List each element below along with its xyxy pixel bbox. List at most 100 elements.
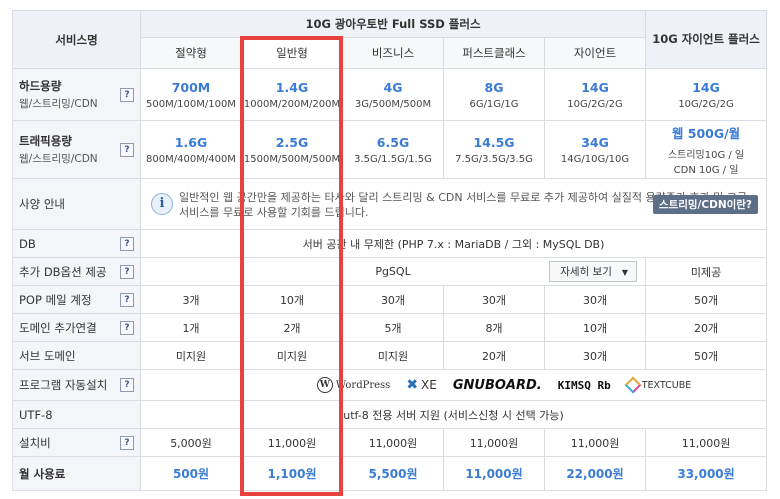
plan-header-firstclass: 퍼스트클래스 xyxy=(443,37,545,69)
details-dropdown-label: 자세히 보기 xyxy=(560,266,612,278)
domain-add-value: 8개 xyxy=(443,313,545,342)
cell-traffic-standard: 2.5G 1500M/500M/500M xyxy=(241,120,343,179)
pop-value: 50개 xyxy=(645,285,768,314)
subdomain-value: 50개 xyxy=(645,341,768,370)
row-label-text: UTF-8 xyxy=(19,407,53,422)
row-label-db: DB? xyxy=(12,229,141,258)
disk-breakdown: 1000M/200M/200M xyxy=(243,98,341,110)
plan-comparison-table: 서비스명 10G 광아우토반 Full SSD 플러스 10G 자이언트 플러스… xyxy=(12,10,768,491)
auto-install-empty xyxy=(140,369,242,401)
giant-plus-header: 10G 자이언트 플러스 xyxy=(645,10,768,69)
help-icon[interactable]: ? xyxy=(120,435,134,450)
plan-header-saver: 절약형 xyxy=(140,37,242,69)
row-pop: POP 메일 계정? 3개 10개 30개 30개 30개 50개 xyxy=(12,285,768,314)
subdomain-value: 20개 xyxy=(443,341,545,370)
disk-value: 14G xyxy=(581,79,609,95)
disk-breakdown: 3G/500M/500M xyxy=(354,98,432,110)
streaming-cdn-info-button[interactable]: 스트리밍/CDN이란? xyxy=(652,195,759,214)
row-label-text: 추가 DB옵션 제공 xyxy=(19,264,107,279)
spec-notice-cell: i 일반적인 웹 공간만을 제공하는 타사와 달리 스트리밍 & CDN 서비스… xyxy=(139,178,768,230)
row-utf8: UTF-8 utf-8 전용 서버 지원 (서비스신청 시 선택 가능) xyxy=(12,400,768,429)
cell-disk-giant-plus: 14G 10G/2G/2G xyxy=(645,68,768,121)
help-icon[interactable]: ? xyxy=(120,264,134,279)
domain-add-value: 20개 xyxy=(645,313,768,342)
db-option-cell: PgSQL 자세히 보기 ▼ xyxy=(139,257,647,286)
cell-disk-saver: 700M 500M/100M/100M xyxy=(140,68,242,121)
setup-value: 11,000원 xyxy=(241,428,343,457)
spec-notice-text: 일반적인 웹 공간만을 제공하는 타사와 달리 스트리밍 & CDN 서비스를 … xyxy=(179,191,748,219)
help-icon[interactable]: ? xyxy=(120,236,134,251)
db-value: 서버 공간 내 무제한 (PHP 7.x : MariaDB / 그외 : My… xyxy=(139,229,768,258)
traffic-breakdown: 14G/10G/10G xyxy=(560,153,630,165)
traffic-value: 14.5G xyxy=(473,134,515,150)
help-icon[interactable]: ? xyxy=(120,292,134,307)
row-label-sub: 웹/스트리밍/CDN xyxy=(19,153,98,165)
row-label-setup: 설치비? xyxy=(12,428,141,457)
traffic-breakdown-cdn: CDN 10G / 일 xyxy=(673,165,739,176)
row-label-text: POP 메일 계정 xyxy=(19,292,92,307)
details-dropdown[interactable]: 자세히 보기 ▼ xyxy=(549,261,638,282)
cell-disk-giant: 14G 10G/2G/2G xyxy=(543,68,647,121)
row-label-text: 사양 안내 xyxy=(19,197,65,211)
row-label-sub: 웹/스트리밍/CDN xyxy=(19,98,98,110)
plan-header-standard: 일반형 xyxy=(241,37,343,69)
disk-value: 1.4G xyxy=(275,79,309,95)
auto-install-logos-cell: W WordPress ✖ XE GNUBOARD. KIMSQ Rb TEXTCU… xyxy=(240,369,768,401)
help-icon[interactable]: ? xyxy=(120,87,134,102)
wordpress-text: WordPress xyxy=(335,379,391,391)
xe-logo: ✖ XE xyxy=(406,377,437,393)
plan-header-business: 비즈니스 xyxy=(342,37,444,69)
domain-add-value: 1개 xyxy=(140,313,242,342)
row-label-text: 서브 도메인 xyxy=(19,348,76,363)
row-label-text: 트래픽용량 xyxy=(19,134,72,148)
db-option-value: PgSQL xyxy=(375,265,411,278)
disk-value: 8G xyxy=(484,79,504,95)
group-title-header: 10G 광아우토반 Full SSD 플러스 xyxy=(139,10,647,38)
row-label-traffic: 트래픽용량 웹/스트리밍/CDN ? xyxy=(12,120,141,179)
monthly-price: 5,500원 xyxy=(342,456,444,491)
help-icon[interactable]: ? xyxy=(120,320,134,335)
monthly-price: 500원 xyxy=(140,456,242,491)
row-db-option: 추가 DB옵션 제공? PgSQL 자세히 보기 ▼ 미제공 xyxy=(12,257,768,286)
wordpress-icon: W xyxy=(316,377,333,393)
traffic-breakdown: 1500M/500M/500M xyxy=(243,153,341,165)
row-label-text: 프로그램 자동설치 xyxy=(19,378,108,392)
traffic-breakdown: 800M/400M/400M xyxy=(146,153,236,165)
setup-value: 11,000원 xyxy=(543,428,647,457)
row-label-text: DB xyxy=(19,236,36,251)
chevron-down-icon: ▼ xyxy=(621,268,629,277)
row-label-disk: 하드용량 웹/스트리밍/CDN ? xyxy=(12,68,141,121)
pop-value: 3개 xyxy=(140,285,242,314)
row-disk: 하드용량 웹/스트리밍/CDN ? 700M 500M/100M/100M 1.4… xyxy=(12,68,768,121)
row-domain-add: 도메인 추가연결? 1개 2개 5개 8개 10개 20개 xyxy=(12,313,768,342)
subdomain-value: 미지원 xyxy=(140,341,242,370)
traffic-breakdown: 스트리밍10G / 일 xyxy=(667,150,745,161)
monthly-price: 22,000원 xyxy=(543,456,647,491)
row-label-spec: 사양 안내 xyxy=(12,178,141,230)
cell-traffic-giant: 34G 14G/10G/10G xyxy=(543,120,647,179)
cell-traffic-business: 6.5G 3.5G/1.5G/1.5G xyxy=(342,120,444,179)
cell-disk-standard: 1.4G 1000M/200M/200M xyxy=(241,68,343,121)
subdomain-value: 미지원 xyxy=(241,341,343,370)
help-icon[interactable]: ? xyxy=(120,378,134,392)
traffic-value: 6.5G xyxy=(376,134,410,150)
textcube-logo: TEXTCUBE xyxy=(624,376,691,394)
info-icon: i xyxy=(151,193,173,215)
setup-value: 11,000원 xyxy=(443,428,545,457)
traffic-breakdown: 3.5G/1.5G/1.5G xyxy=(354,153,432,165)
traffic-breakdown: 7.5G/3.5G/3.5G xyxy=(455,153,533,165)
domain-add-value: 10개 xyxy=(543,313,647,342)
textcube-icon xyxy=(624,376,642,394)
disk-breakdown: 500M/100M/100M xyxy=(146,98,236,110)
row-label-text: 설치비 xyxy=(19,435,51,450)
xe-text: XE xyxy=(421,378,437,392)
cell-traffic-giant-plus: 웹 500G/월 스트리밍10G / 일 CDN 10G / 일 xyxy=(645,120,768,179)
program-logos: W WordPress ✖ XE GNUBOARD. KIMSQ Rb TEXTCU… xyxy=(243,376,766,394)
help-icon[interactable]: ? xyxy=(120,142,134,157)
row-label-subdomain: 서브 도메인 xyxy=(12,341,141,370)
setup-value: 11,000원 xyxy=(342,428,444,457)
db-option-giant: 미제공 xyxy=(645,257,768,286)
xe-icon: ✖ xyxy=(406,377,419,393)
setup-value: 11,000원 xyxy=(645,428,768,457)
